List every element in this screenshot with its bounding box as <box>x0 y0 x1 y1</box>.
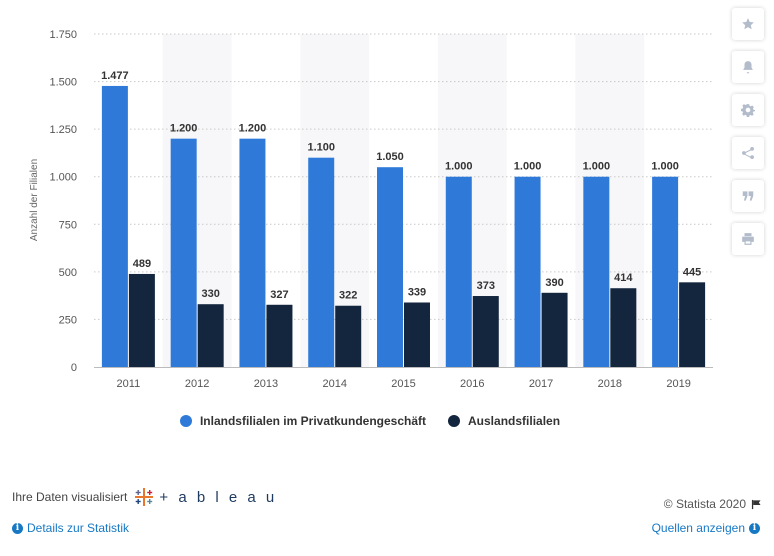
bar-inland[interactable] <box>170 138 197 367</box>
gear-icon <box>741 104 755 117</box>
bar-ausland[interactable] <box>404 302 430 367</box>
settings-button[interactable] <box>732 94 764 126</box>
notification-button[interactable] <box>732 51 764 83</box>
bar-ausland[interactable] <box>541 292 568 367</box>
share-button[interactable] <box>732 137 764 169</box>
legend-dot-ausland <box>448 415 461 427</box>
x-tick-label: 2017 <box>529 378 553 390</box>
x-tick-label: 2018 <box>598 378 622 390</box>
legend-label-inland: Inlandsfilialen im Privatkundengeschäft <box>199 414 427 428</box>
data-label: 1.200 <box>170 123 198 135</box>
data-label: 1.477 <box>101 70 129 82</box>
y-tick-label: 1.250 <box>49 124 77 136</box>
toolbar <box>732 8 764 255</box>
visualized-label: Ihre Daten visualisiert <box>12 490 128 504</box>
data-label: 1.000 <box>445 161 473 173</box>
x-axis: 2011 2012 2013 2014 2015 2016 2017 2018 2019 <box>94 367 713 390</box>
bar-inland[interactable] <box>583 176 610 367</box>
flag-icon[interactable] <box>751 499 762 510</box>
details-link-label: Details zur Statistik <box>27 521 130 535</box>
data-label: 330 <box>201 288 219 300</box>
sources-link[interactable]: Quellen anzeigen i <box>652 521 760 535</box>
x-tick-label: 2015 <box>391 378 415 390</box>
value-labels: 1.477 489 1.200 330 1.200 327 1.100 322 1.050 339… <box>101 70 701 302</box>
sources-link-label: Quellen anzeigen <box>651 521 745 535</box>
tableau-credit: Ihre Daten visualisiert + a b l e a u <box>12 486 277 508</box>
bar-inland[interactable] <box>377 167 403 367</box>
gridlines <box>94 33 713 320</box>
data-label: 322 <box>339 290 357 302</box>
bar-inland[interactable] <box>239 138 266 367</box>
data-label: 327 <box>270 289 288 301</box>
y-axis-label: Anzahl der Filialen <box>29 159 40 241</box>
y-tick-label: 250 <box>59 314 77 326</box>
y-tick-label: 1.500 <box>49 77 77 89</box>
data-label: 414 <box>614 272 633 284</box>
data-label: 1.000 <box>583 161 611 173</box>
tableau-logo[interactable]: + a b l e a u <box>133 486 277 508</box>
legend-dot-inland <box>179 415 192 427</box>
tableau-wordmark: + a b l e a u <box>159 488 278 506</box>
bar-ausland[interactable] <box>266 304 293 367</box>
copyright-text: © Statista 2020 <box>663 497 746 511</box>
bar-ausland[interactable] <box>610 288 637 367</box>
y-tick-label: 0 <box>71 362 77 374</box>
print-icon <box>742 233 754 245</box>
tableau-cross-icon <box>135 488 154 506</box>
bar-ausland[interactable] <box>128 273 155 367</box>
bars <box>101 85 706 367</box>
y-axis: 0 250 500 750 1.000 1.250 1.500 1.750 <box>49 29 77 374</box>
data-label: 489 <box>133 258 151 270</box>
legend-item-inland[interactable]: Inlandsfilialen im Privatkundengeschäft <box>179 414 427 428</box>
bar-ausland[interactable] <box>472 296 499 367</box>
bell-icon <box>743 61 753 74</box>
data-label: 1.200 <box>239 123 267 135</box>
bar-inland[interactable] <box>445 176 472 367</box>
info-icon: i <box>12 522 23 534</box>
bar-inland[interactable] <box>514 176 541 367</box>
data-label: 1.000 <box>514 161 542 173</box>
data-label: 445 <box>683 266 701 278</box>
favorite-button[interactable] <box>732 8 764 40</box>
data-label: 1.000 <box>651 161 679 173</box>
bar-inland[interactable] <box>652 176 679 367</box>
legend: Inlandsfilialen im Privatkundengeschäft … <box>0 414 740 428</box>
quote-icon <box>742 191 754 201</box>
x-tick-label: 2011 <box>117 378 141 390</box>
bar-ausland[interactable] <box>679 282 706 367</box>
data-label: 373 <box>477 280 495 292</box>
y-tick-label: 1.750 <box>49 29 77 41</box>
column-bands <box>162 34 645 367</box>
x-tick-label: 2019 <box>666 378 690 390</box>
bar-inland[interactable] <box>308 157 335 367</box>
cite-button[interactable] <box>732 180 764 212</box>
data-label: 1.050 <box>376 151 404 163</box>
data-label: 1.100 <box>307 142 335 154</box>
bar-ausland[interactable] <box>335 305 362 367</box>
x-tick-label: 2014 <box>322 378 346 390</box>
x-tick-label: 2013 <box>254 378 278 390</box>
data-label: 339 <box>408 286 426 298</box>
bar-inland[interactable] <box>101 85 128 367</box>
x-tick-label: 2016 <box>460 378 484 390</box>
share-icon <box>742 147 754 159</box>
y-tick-label: 750 <box>59 219 77 231</box>
data-label: 390 <box>545 277 563 289</box>
y-tick-label: 1.000 <box>49 172 77 184</box>
star-icon <box>742 18 754 30</box>
y-tick-label: 500 <box>59 267 77 279</box>
copyright: © Statista 2020 <box>664 497 762 511</box>
bar-ausland[interactable] <box>197 304 224 367</box>
legend-label-ausland: Auslandsfilialen <box>468 414 561 428</box>
print-button[interactable] <box>732 223 764 255</box>
legend-item-ausland[interactable]: Auslandsfilialen <box>448 414 560 428</box>
x-tick-label: 2012 <box>185 378 209 390</box>
info-icon: i <box>749 522 760 534</box>
details-link[interactable]: i Details zur Statistik <box>12 521 129 535</box>
